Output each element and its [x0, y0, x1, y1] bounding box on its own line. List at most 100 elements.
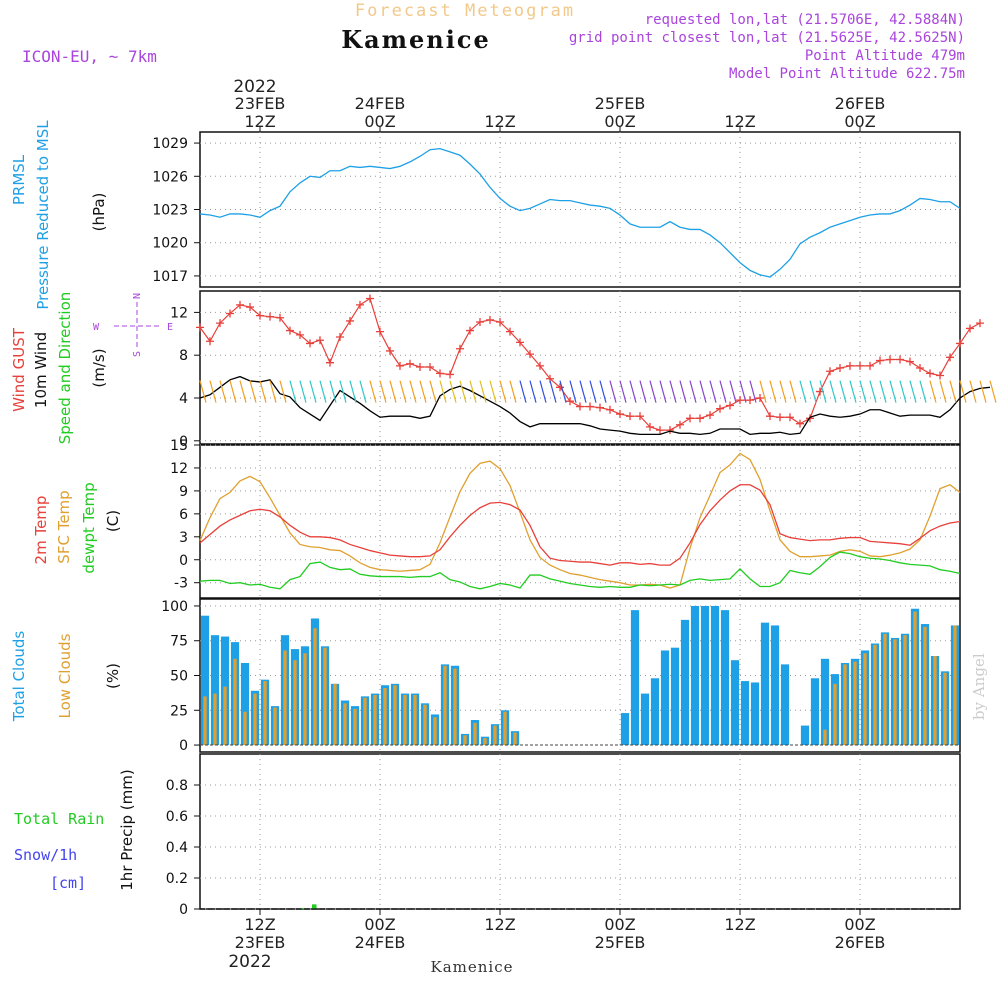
wind-arrow	[679, 380, 687, 403]
wind-arrow	[759, 380, 767, 403]
wind-arrow	[489, 380, 497, 403]
wind-arrow	[459, 380, 467, 403]
low-clouds-bar	[833, 683, 837, 746]
ytick-label-clouds: 100	[161, 599, 188, 615]
pressure-label-2: Pressure Reduced to MSL	[34, 120, 52, 310]
date-label-bottom: 23FEB	[235, 933, 286, 952]
low-clouds-bar	[403, 694, 407, 746]
low-clouds-bar	[293, 660, 297, 746]
xtick-label-bottom: 00Z	[604, 915, 635, 934]
low-clouds-bar	[313, 628, 317, 746]
ytick-label-clouds: 75	[170, 634, 188, 650]
pressure-line	[199, 147, 961, 278]
xtick-label-top: 00Z	[844, 112, 875, 131]
ytick-label-temperature: 6	[179, 507, 188, 523]
wind-arrow	[979, 380, 987, 403]
ytick-label-temperature: 0	[179, 553, 188, 569]
compass-n: N	[132, 293, 143, 299]
gust-marker	[296, 330, 304, 339]
ytick-label-pressure: 1017	[152, 269, 188, 285]
low-clouds-bar	[333, 683, 337, 746]
ytick-label-temperature: 15	[170, 438, 188, 454]
wind-arrow	[829, 380, 837, 403]
wind-arrow	[199, 380, 207, 403]
wind-arrow	[319, 380, 327, 403]
wind-arrow	[219, 380, 227, 403]
low-clouds-bar	[323, 647, 327, 746]
wind-arrow	[209, 380, 217, 403]
dewpt-line	[199, 551, 961, 590]
gust-marker	[626, 412, 634, 421]
total-clouds-bar	[780, 664, 790, 746]
model-label: ICON-EU, ~ 7km	[22, 47, 157, 66]
wind-arrow	[549, 380, 557, 403]
wind-arrow	[599, 380, 607, 403]
low-clouds-bar	[863, 653, 867, 746]
low-clouds-bar	[443, 665, 447, 746]
wind-arrow	[539, 380, 547, 403]
wind-arrow	[879, 380, 887, 403]
wind-arrow	[689, 380, 697, 403]
sfc-temp-line	[199, 452, 961, 589]
top-year: 2022	[233, 77, 276, 97]
snow-label: Snow/1h	[14, 846, 77, 864]
total-clouds-bar	[750, 682, 760, 746]
pressure-unit: (hPa)	[90, 193, 108, 232]
total-clouds-bar	[680, 619, 690, 746]
gust-marker	[426, 362, 434, 371]
ytick-label-precip: 0.6	[166, 809, 188, 825]
gust-marker	[496, 318, 504, 327]
low-clouds-bar	[893, 639, 897, 746]
low-clouds-bar	[843, 664, 847, 746]
temp-label: 2m Temp	[32, 496, 50, 565]
wind-arrow	[699, 380, 707, 403]
wind-direction-label: Speed and Direction	[56, 292, 74, 445]
gust-marker	[226, 309, 234, 318]
gust-marker	[966, 324, 974, 333]
total-clouds-bar	[200, 615, 210, 746]
wind-arrow	[839, 380, 847, 403]
wind-arrow	[479, 380, 487, 403]
gust-marker	[796, 419, 804, 428]
gust-marker	[766, 412, 774, 421]
wind-arrow	[929, 380, 937, 403]
total-clouds-bar	[810, 678, 820, 746]
gust-marker	[756, 393, 764, 402]
gust-marker	[206, 337, 214, 346]
wind-arrow	[609, 380, 617, 403]
low-clouds-bar	[853, 661, 857, 746]
compass-s: S	[132, 351, 143, 357]
wind-arrow	[739, 380, 747, 403]
total-clouds-label: Total Clouds	[10, 631, 28, 723]
low-clouds-bar	[933, 656, 937, 746]
wind-arrow	[729, 380, 737, 403]
ytick-label-pressure: 1029	[152, 136, 188, 152]
gust-marker	[636, 412, 644, 421]
wind-arrow	[369, 380, 377, 403]
low-clouds-bar	[253, 693, 257, 746]
page-title: Kamenice	[341, 25, 491, 54]
total-clouds-bar	[800, 725, 810, 746]
low-clouds-bar	[213, 693, 217, 746]
wind-arrow	[749, 380, 757, 403]
low-clouds-bar	[233, 658, 237, 746]
xtick-label-bottom: 00Z	[844, 915, 875, 934]
ytick-label-wind: 4	[179, 391, 188, 407]
low-clouds-bar	[413, 694, 417, 746]
panel-frame-precip	[199, 753, 961, 910]
low-clouds-bar	[433, 717, 437, 746]
gust-label: Wind GUST	[10, 327, 28, 412]
gust-marker	[366, 294, 374, 303]
total-clouds-bar	[670, 647, 680, 746]
wind-arrow	[669, 380, 677, 403]
date-label-bottom: 24FEB	[355, 933, 406, 952]
wind-arrow	[299, 380, 307, 403]
low-clouds-bar	[353, 708, 357, 746]
wind-arrow	[809, 380, 817, 403]
gust-marker	[336, 333, 344, 342]
wind-arrow	[589, 380, 597, 403]
total-clouds-bar	[710, 605, 720, 746]
snow-unit: [cm]	[50, 874, 86, 892]
footer-location: Kamenice	[431, 958, 514, 976]
ytick-label-temperature: 9	[179, 484, 188, 500]
